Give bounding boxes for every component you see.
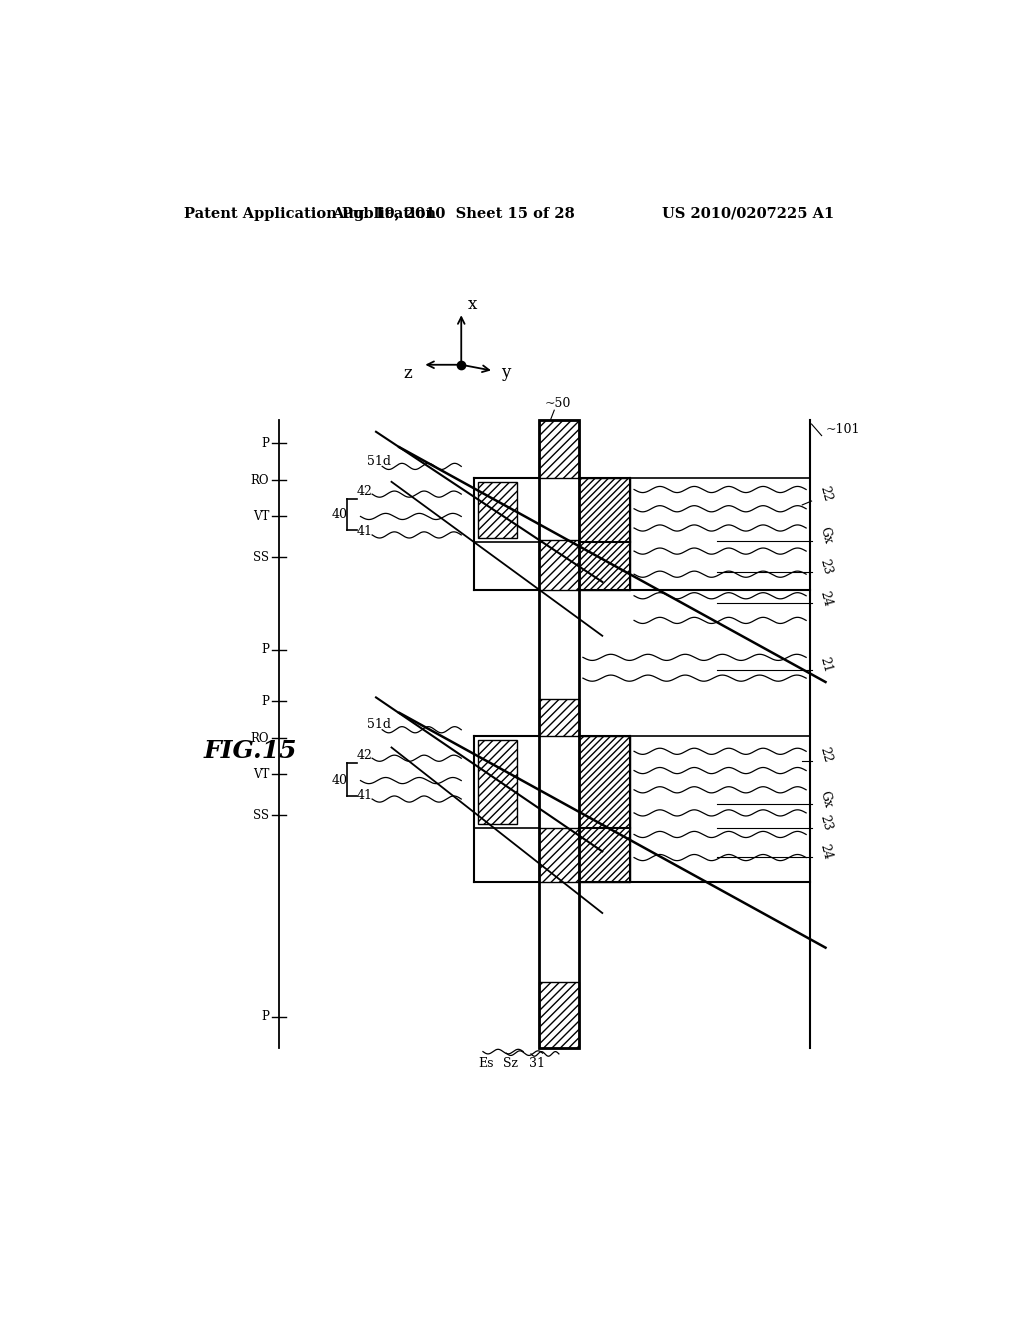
- Bar: [539, 420, 579, 478]
- Bar: [579, 478, 630, 590]
- Text: ~101: ~101: [825, 422, 860, 436]
- Bar: [539, 700, 579, 737]
- Bar: [539, 420, 579, 1048]
- Text: US 2010/0207225 A1: US 2010/0207225 A1: [662, 207, 835, 220]
- Text: 22: 22: [818, 746, 835, 764]
- Bar: [539, 700, 579, 737]
- Bar: [478, 482, 517, 539]
- Text: Aug. 19, 2010  Sheet 15 of 28: Aug. 19, 2010 Sheet 15 of 28: [332, 207, 574, 220]
- Text: 42: 42: [356, 484, 373, 498]
- Text: 23: 23: [818, 557, 835, 576]
- Text: 41: 41: [356, 525, 373, 539]
- Text: 41: 41: [356, 789, 373, 803]
- Text: 42: 42: [356, 748, 373, 762]
- Text: 40: 40: [332, 508, 348, 521]
- Text: 21: 21: [818, 656, 835, 675]
- Bar: [539, 540, 579, 590]
- Bar: [539, 982, 579, 1048]
- Bar: [539, 420, 579, 1048]
- Text: P: P: [261, 643, 269, 656]
- Text: Sz: Sz: [504, 1056, 518, 1069]
- Text: ~50: ~50: [545, 397, 571, 409]
- Text: 23: 23: [818, 813, 835, 832]
- Bar: [579, 737, 630, 882]
- Text: P: P: [261, 437, 269, 450]
- Text: Gx: Gx: [818, 525, 835, 545]
- Text: SS: SS: [253, 809, 269, 822]
- Bar: [579, 478, 630, 590]
- Text: P: P: [261, 694, 269, 708]
- Bar: [539, 420, 579, 478]
- Bar: [539, 420, 579, 478]
- Text: 31: 31: [529, 1056, 545, 1069]
- Text: RO: RO: [251, 731, 269, 744]
- Text: Patent Application Publication: Patent Application Publication: [183, 207, 436, 220]
- Text: Gx: Gx: [818, 789, 835, 809]
- Bar: [478, 482, 517, 539]
- Bar: [539, 982, 579, 1048]
- Bar: [539, 700, 579, 737]
- Text: 24: 24: [818, 842, 835, 861]
- Bar: [539, 540, 579, 590]
- Text: 22: 22: [818, 484, 835, 503]
- Text: RO: RO: [251, 474, 269, 487]
- Bar: [539, 982, 579, 1048]
- Bar: [478, 739, 517, 825]
- Text: 51d: 51d: [367, 454, 391, 467]
- Bar: [539, 540, 579, 590]
- Bar: [478, 739, 517, 825]
- Text: FIG.15: FIG.15: [204, 739, 297, 763]
- Text: 40: 40: [332, 774, 348, 787]
- Text: 51d: 51d: [367, 718, 391, 731]
- Text: z: z: [402, 366, 412, 383]
- Text: 24: 24: [818, 590, 835, 609]
- Text: VT: VT: [253, 510, 269, 523]
- Text: Es: Es: [478, 1056, 494, 1069]
- Bar: [539, 829, 579, 882]
- Text: P: P: [261, 1010, 269, 1023]
- Text: y: y: [502, 364, 511, 381]
- Bar: [539, 829, 579, 882]
- Bar: [539, 829, 579, 882]
- Text: VT: VT: [253, 768, 269, 781]
- Text: x: x: [467, 296, 477, 313]
- Text: SS: SS: [253, 550, 269, 564]
- Bar: [579, 737, 630, 882]
